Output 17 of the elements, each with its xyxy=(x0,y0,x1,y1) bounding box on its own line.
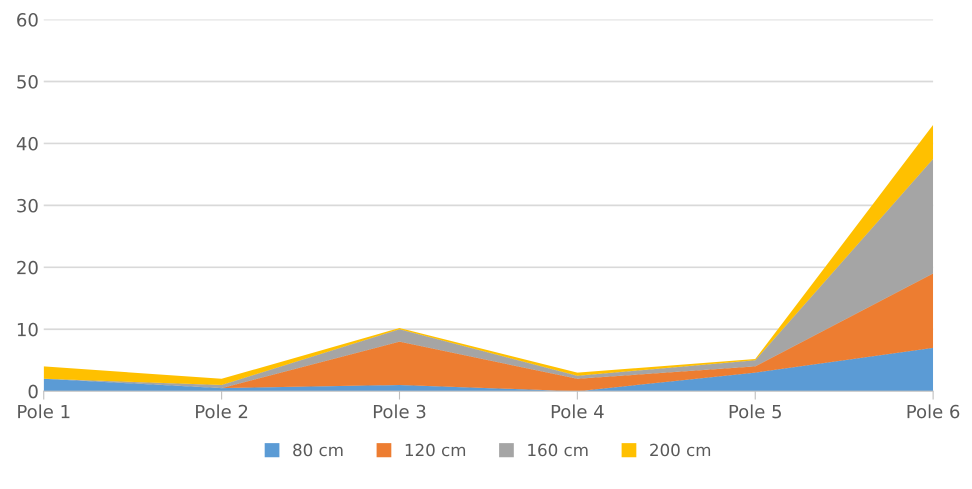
x-tick-label: Pole 3 xyxy=(374,404,426,418)
x-tick-label: Pole 2 xyxy=(196,404,248,418)
x-tick-label: Pole 5 xyxy=(730,404,781,418)
y-tick-label: 60 xyxy=(17,13,38,27)
legend-label: 120 cm xyxy=(406,444,466,456)
y-tick-label: 40 xyxy=(16,136,38,151)
legend-label: 200 cm xyxy=(650,444,710,456)
x-tick-label: Pole 1 xyxy=(18,404,70,418)
y-tick-label: 10 xyxy=(18,322,38,336)
y-tick-label: 0 xyxy=(28,384,38,398)
x-tick-label: Pole 6 xyxy=(908,404,960,418)
y-tick-label: 20 xyxy=(17,260,38,274)
y-tick-label: 50 xyxy=(17,74,38,89)
legend-label: 80 cm xyxy=(293,444,343,456)
legend-label: 160 cm xyxy=(528,444,588,456)
y-tick-label: 30 xyxy=(17,198,38,212)
x-tick-label: Pole 4 xyxy=(552,404,604,418)
